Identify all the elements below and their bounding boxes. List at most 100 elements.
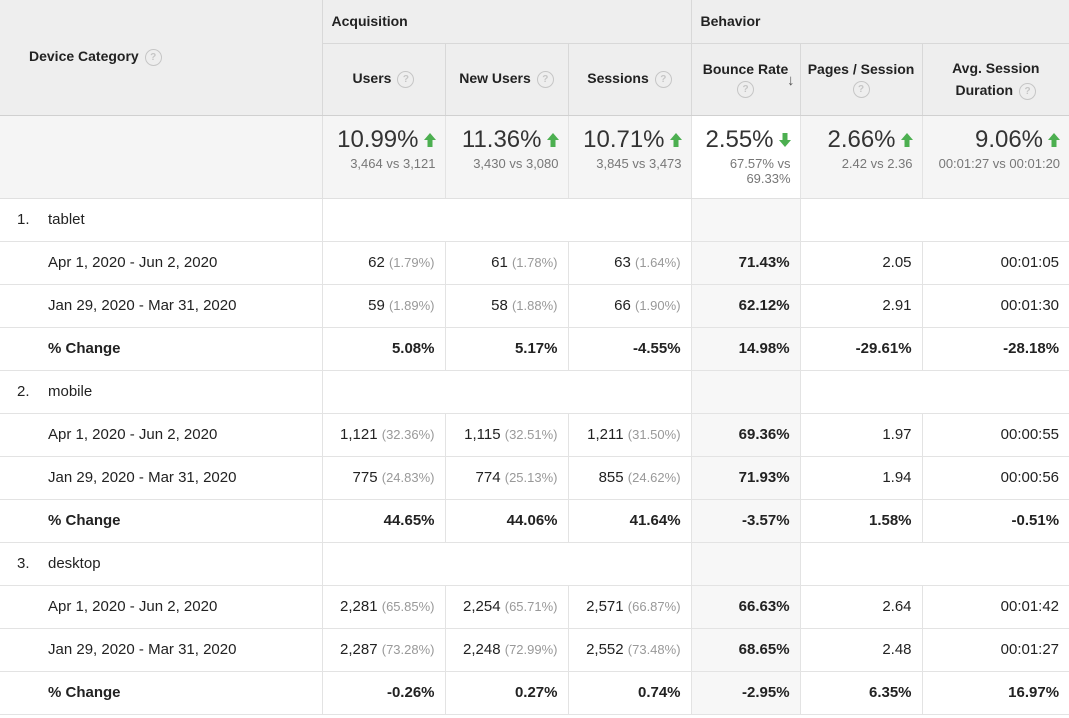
new-users-percent: (1.78%) xyxy=(511,255,558,270)
total-compare: 2.42 vs 2.36 xyxy=(841,155,913,171)
date-range-label: Apr 1, 2020 - Jun 2, 2020 xyxy=(0,585,323,629)
avg-duration-cell: 00:00:56 xyxy=(921,456,1069,500)
group-row: 2. mobile xyxy=(0,370,1069,414)
users-header[interactable]: Users? xyxy=(321,43,445,116)
sessions-cell: 63 (1.64%) xyxy=(567,241,692,285)
help-icon[interactable]: ? xyxy=(1019,82,1037,100)
new-users-value: 774 xyxy=(475,469,501,486)
group-label-cell: 3. desktop xyxy=(0,542,323,586)
totals-row: 10.99% 3,464 vs 3,121 11.36% 3,430 vs 3,080… xyxy=(0,115,1069,199)
help-icon[interactable]: ? xyxy=(144,49,162,67)
date-range-label: Jan 29, 2020 - Mar 31, 2020 xyxy=(0,628,323,672)
arrow-up-icon xyxy=(419,126,436,154)
sessions-percent: (66.87%) xyxy=(627,599,681,614)
new-users-value: 2,254 xyxy=(463,598,501,615)
bounce-rate-header[interactable]: Bounce Rate? ↓ xyxy=(690,43,801,116)
group-name[interactable]: mobile xyxy=(48,383,93,400)
new-users-percent: (32.51%) xyxy=(504,427,558,442)
total-value: 10.99% xyxy=(337,125,419,153)
pages-session-cell: 2.91 xyxy=(799,284,923,328)
bounce-rate-cell: 66.63% xyxy=(690,585,801,629)
table-row: Apr 1, 2020 - Jun 2, 2020 2,281 (65.85%) 2… xyxy=(0,585,1069,629)
arrow-up-icon xyxy=(896,126,913,154)
metric-header-row: Users? New Users? Sessions? Bounce Rate?… xyxy=(0,43,1069,116)
users-cell: 2,287 (73.28%) xyxy=(321,628,445,672)
pages-session-header[interactable]: Pages / Session? xyxy=(799,43,923,116)
bounce-rate-cell: 71.93% xyxy=(690,456,801,500)
users-cell: 2,281 (65.85%) xyxy=(321,585,445,629)
total-cell: 10.71% 3,845 vs 3,473 xyxy=(567,115,692,199)
pages-session-cell: 2.64 xyxy=(799,585,923,629)
table-row: Apr 1, 2020 - Jun 2, 2020 1,121 (32.36%) 1… xyxy=(0,413,1069,457)
avg-session-duration-header[interactable]: Avg. Session Duration? xyxy=(921,43,1069,116)
sessions-change-cell: -4.55% xyxy=(567,327,692,371)
new-users-percent: (72.99%) xyxy=(504,642,558,657)
total-cell: 2.66% 2.42 vs 2.36 xyxy=(799,115,923,199)
users-percent: (24.83%) xyxy=(381,470,435,485)
new-users-cell: 1,115 (32.51%) xyxy=(444,413,568,457)
percent-change-row: % Change 5.08% 5.17% -4.55% 14.98% -29.61% -28… xyxy=(0,327,1069,371)
sort-descending-icon[interactable]: ↓ xyxy=(787,71,795,89)
arrow-up-icon xyxy=(1043,126,1061,154)
total-value: 11.36% xyxy=(461,125,542,153)
sessions-cell: 2,552 (73.48%) xyxy=(567,628,692,672)
sessions-percent: (73.48%) xyxy=(627,642,681,657)
total-cell: 9.06% 00:01:27 vs 00:01:20 xyxy=(921,115,1069,199)
users-value: 59 xyxy=(368,297,385,314)
bounce-rate-change-cell: -2.95% xyxy=(690,671,801,715)
avg-session-duration-header-label: Avg. Session Duration xyxy=(952,60,1040,98)
date-range-label: Apr 1, 2020 - Jun 2, 2020 xyxy=(0,241,323,285)
bounce-rate-cell: 71.43% xyxy=(690,241,801,285)
new-users-value: 2,248 xyxy=(463,641,501,658)
total-compare: 3,845 vs 3,473 xyxy=(596,155,682,171)
users-percent: (1.79%) xyxy=(388,255,435,270)
avg-duration-change-cell: -0.51% xyxy=(921,499,1069,543)
new-users-percent: (25.13%) xyxy=(504,470,558,485)
group-index: 3. xyxy=(17,555,30,572)
total-cell: 10.99% 3,464 vs 3,121 xyxy=(321,115,445,199)
percent-change-label: % Change xyxy=(0,499,323,543)
users-value: 2,281 xyxy=(340,598,378,615)
avg-duration-cell: 00:01:30 xyxy=(921,284,1069,328)
group-name[interactable]: tablet xyxy=(48,211,85,228)
dimension-label: Device Category xyxy=(29,48,139,65)
group-spacer xyxy=(690,198,801,242)
users-percent: (1.89%) xyxy=(388,298,435,313)
users-value: 1,121 xyxy=(340,426,378,443)
group-name[interactable]: desktop xyxy=(48,555,101,572)
users-percent: (65.85%) xyxy=(381,599,435,614)
sessions-header[interactable]: Sessions? xyxy=(567,43,692,116)
help-icon[interactable]: ? xyxy=(397,70,415,88)
total-cell: 11.36% 3,430 vs 3,080 xyxy=(444,115,568,199)
avg-duration-cell: 00:01:42 xyxy=(921,585,1069,629)
totals-label-cell xyxy=(0,115,323,199)
sessions-cell: 855 (24.62%) xyxy=(567,456,692,500)
help-icon[interactable]: ? xyxy=(536,70,554,88)
sessions-percent: (31.50%) xyxy=(627,427,681,442)
sessions-percent: (24.62%) xyxy=(627,470,681,485)
sessions-change-cell: 0.74% xyxy=(567,671,692,715)
date-range-label: Jan 29, 2020 - Mar 31, 2020 xyxy=(0,456,323,500)
total-compare: 3,430 vs 3,080 xyxy=(473,155,559,171)
table-row: Jan 29, 2020 - Mar 31, 2020 59 (1.89%) 58 … xyxy=(0,284,1069,328)
new-users-percent: (65.71%) xyxy=(504,599,558,614)
sessions-value: 855 xyxy=(598,469,624,486)
help-icon[interactable]: ? xyxy=(737,80,755,98)
sessions-value: 63 xyxy=(614,254,631,271)
new-users-value: 61 xyxy=(491,254,508,271)
help-icon[interactable]: ? xyxy=(852,80,870,98)
total-value: 9.06% xyxy=(974,125,1044,153)
sessions-value: 66 xyxy=(614,297,631,314)
total-value: 10.71% xyxy=(583,125,665,153)
table-row: Jan 29, 2020 - Mar 31, 2020 2,287 (73.28%… xyxy=(0,628,1069,672)
help-icon[interactable]: ? xyxy=(654,70,672,88)
total-compare: 67.57% vs 69.33% xyxy=(729,155,791,186)
bounce-rate-header-label: Bounce Rate xyxy=(702,60,789,77)
new-users-change-cell: 0.27% xyxy=(444,671,568,715)
new-users-header[interactable]: New Users? xyxy=(444,43,568,116)
pages-session-change-cell: 1.58% xyxy=(799,499,923,543)
arrow-up-icon xyxy=(542,126,559,154)
group-index: 2. xyxy=(17,383,30,400)
dimension-header[interactable]: Device Category? xyxy=(0,0,323,116)
